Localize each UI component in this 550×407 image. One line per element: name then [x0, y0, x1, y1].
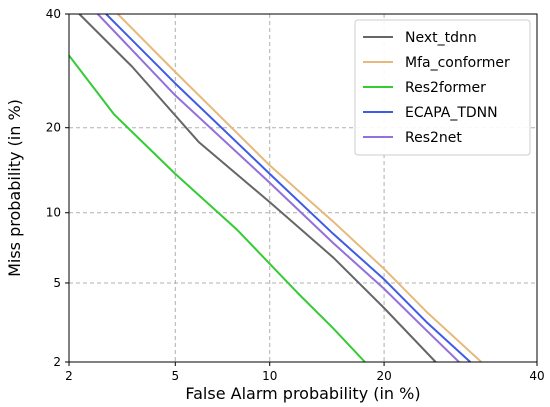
x-tick-label: 20 — [376, 369, 391, 383]
legend-label: Res2former — [405, 80, 486, 96]
legend-label: ECAPA_TDNN — [405, 105, 498, 121]
series-line-ecapa-tdnn — [105, 14, 471, 362]
y-axis-label: Miss probability (in %) — [5, 99, 24, 277]
series-line-res2former — [69, 54, 366, 362]
legend-box — [354, 19, 531, 156]
legend: Next_tdnn Mfa_conformer Res2former ECAPA_TD… — [354, 19, 531, 156]
y-tick-label: 10 — [46, 206, 61, 220]
x-tick-label: 10 — [262, 369, 277, 383]
grid — [69, 14, 537, 362]
legend-label: Next_tdnn — [405, 30, 477, 46]
series-line-mfa-conformer — [117, 14, 482, 362]
series-lines — [69, 14, 482, 362]
series-line-next-tdnn — [78, 14, 437, 362]
y-tick-label: 5 — [53, 276, 61, 290]
y-tick-label: 2 — [53, 355, 61, 369]
x-tick-label: 5 — [171, 369, 179, 383]
series-line-res2net — [97, 14, 460, 362]
y-tick-label: 20 — [46, 121, 61, 135]
x-tick-label: 2 — [65, 369, 73, 383]
x-axis-label: False Alarm probability (in %) — [185, 384, 420, 403]
y-tick-label: 40 — [46, 7, 61, 21]
legend-label: Mfa_conformer — [405, 55, 510, 71]
plot-frame — [68, 13, 538, 363]
x-tick-label: 40 — [529, 369, 544, 383]
legend-label: Res2net — [405, 130, 462, 146]
